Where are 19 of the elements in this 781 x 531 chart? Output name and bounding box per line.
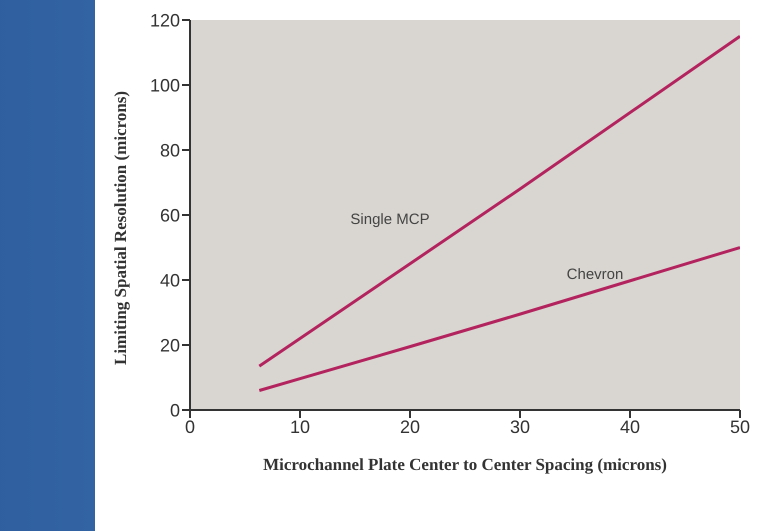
y-tick-label: 40 xyxy=(160,270,180,290)
y-tick-label: 60 xyxy=(160,205,180,226)
x-tick-label: 10 xyxy=(290,416,310,437)
y-tick-label: 100 xyxy=(150,75,180,96)
line-series xyxy=(258,246,740,392)
y-tick-label: 120 xyxy=(150,10,180,30)
y-tick-label: 0 xyxy=(170,400,180,420)
line-series xyxy=(258,34,740,368)
x-tick-label: 50 xyxy=(730,416,750,437)
series-label: Chevron xyxy=(566,266,624,284)
x-axis-title: Microchannel Plate Center to Center Spacing (microns) xyxy=(263,455,667,474)
x-tick-label: 0 xyxy=(184,416,196,437)
x-tick-label: 30 xyxy=(510,416,530,437)
y-axis-title: Limiting Spatial Resolution (microns) xyxy=(111,90,130,365)
x-tick-label: 20 xyxy=(400,416,420,437)
y-tick-label: 20 xyxy=(160,335,180,356)
y-tick-label: 80 xyxy=(160,140,180,160)
x-tick-label: 40 xyxy=(620,416,640,437)
series-label: Single MCP xyxy=(350,210,430,228)
